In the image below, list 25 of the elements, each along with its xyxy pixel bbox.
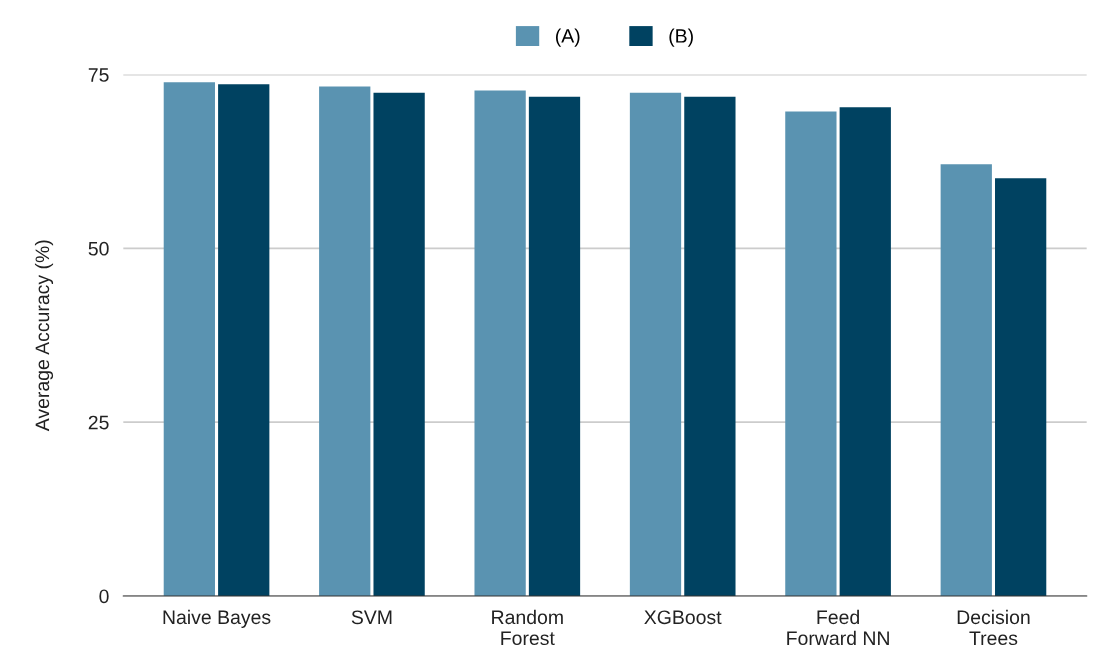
legend-label: (B) [669, 28, 693, 47]
bar [785, 111, 837, 596]
x-tick-label: XGBoost [644, 610, 722, 625]
y-tick-label: 25 [88, 415, 109, 430]
y-tick-label: 50 [88, 241, 109, 256]
bar [940, 164, 992, 596]
bar [839, 107, 891, 596]
bar [373, 92, 425, 596]
x-tick-label: Random Forest [492, 609, 563, 646]
y-axis-title: Average Accuracy (%) [34, 240, 54, 432]
x-tick-label: Naive Bayes [163, 609, 271, 628]
bar [319, 86, 371, 596]
y-tick-label: 75 [88, 68, 109, 82]
bar [163, 82, 215, 596]
bar [218, 84, 270, 596]
bar [995, 178, 1047, 596]
bar [684, 96, 736, 596]
x-tick-label: Decision Trees [957, 609, 1030, 646]
x-tick-label: SVM [351, 610, 392, 625]
legend-label: (A) [555, 28, 580, 47]
x-tick-label: Feed Forward NN [787, 609, 889, 646]
bar [629, 92, 682, 596]
y-tick-label: 0 [99, 589, 109, 604]
bar [474, 90, 526, 596]
bar [528, 96, 581, 596]
